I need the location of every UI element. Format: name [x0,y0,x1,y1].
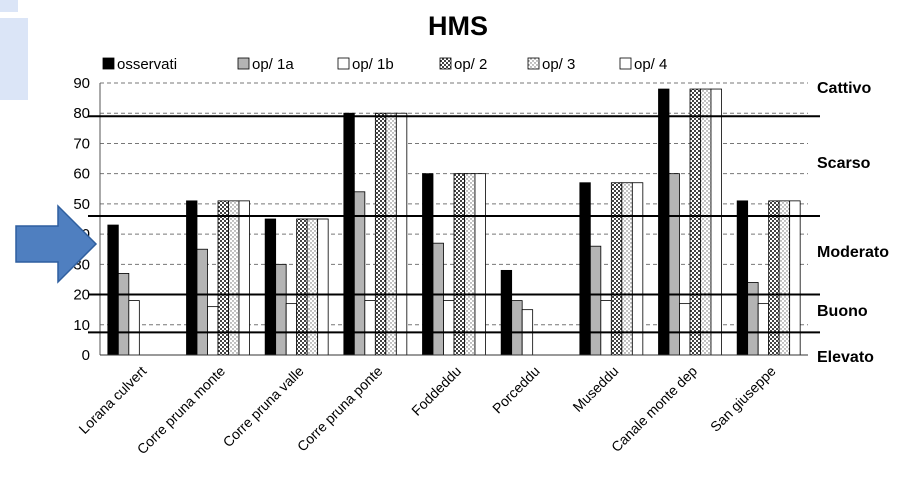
bar [658,88,670,356]
legend-swatch [527,57,540,70]
bar [474,173,486,356]
y-tick-label: 90 [73,75,90,92]
category-label: Corre pruna ponte [294,363,386,455]
legend-swatch [237,57,250,70]
bar [589,245,602,356]
bars [107,88,801,356]
y-tick-label: 60 [73,166,90,183]
legend-label: op/ 2 [454,56,487,73]
y-tick-label: 50 [73,196,90,213]
bar [757,303,770,356]
zone-labels: Cattivo Scarso Moderato Buono Elevato [817,80,889,366]
bar [668,173,680,356]
bar [631,182,644,356]
bar [443,300,455,356]
bar [196,248,208,356]
legend-item: op/ 2 [439,56,487,73]
legend-label: op/ 4 [634,56,667,73]
legend-label: op/ 3 [542,56,575,73]
zone-label: Moderato [817,244,889,261]
bar [747,282,759,356]
category-label: Porceddu [489,363,543,417]
legend-item: op/ 1a [237,56,294,73]
legend-item: osservati [102,56,177,73]
decorative-corner-block [0,0,28,100]
bar [275,263,287,356]
y-tick-label: 20 [73,287,90,304]
category-label: Museddu [569,363,621,415]
bar [600,300,612,356]
bar [422,173,434,356]
bar [689,88,701,356]
bar [374,112,387,356]
bar [285,303,298,356]
legend-label: osservati [117,56,177,73]
y-tick-label: 0 [82,347,90,364]
bar [621,182,633,356]
threshold-lines [88,115,820,334]
category-label: Corre pruna monte [134,363,229,458]
bar [453,173,465,356]
bar [610,182,623,356]
zone-label: Elevato [817,349,874,366]
bar [343,112,355,356]
legend-swatch [619,57,632,70]
bar [296,218,308,356]
y-tick-label: 10 [73,317,90,334]
category-label: San giuseppe [707,363,779,435]
category-label: Corre pruna valle [220,363,307,450]
bar [710,88,722,356]
bar [364,300,376,356]
y-axis: 0102030405060708090 [73,75,101,364]
bar [432,242,444,356]
bar [317,218,329,356]
bar [107,224,119,356]
legend-item: op/ 1b [337,56,394,73]
bar [679,303,691,356]
zone-label: Cattivo [817,80,871,97]
legend-item: op/ 4 [619,56,667,73]
bar [385,112,397,356]
bar [207,306,219,356]
legend-item: op/ 3 [527,56,575,73]
legend-label: op/ 1a [252,56,294,73]
zone-label: Scarso [817,155,871,172]
bar [700,88,712,356]
y-tick-label: 80 [73,105,90,122]
legend-label: op/ 1b [352,56,394,73]
y-tick-label: 70 [73,135,90,152]
bar [500,269,513,356]
bar [128,300,140,356]
bar [264,218,277,356]
right-arrow-icon [15,204,98,284]
bar [579,182,591,356]
category-label: Foddeddu [408,363,464,419]
bar [511,300,523,356]
bar [464,173,476,356]
legend: osservati op/ 1a op/ 1b op/ 2 op/ 3 op/ 4 [102,56,667,73]
legend-swatch [439,57,452,70]
category-label: Lorana culvert [75,363,149,437]
chart-title: HMS [428,11,488,41]
legend-swatch [337,57,350,70]
legend-swatch [102,57,115,70]
category-label: Canale monte dep [608,363,700,455]
bar [306,218,319,356]
zone-label: Buono [817,303,868,320]
bar [395,112,408,356]
bar [117,272,130,356]
